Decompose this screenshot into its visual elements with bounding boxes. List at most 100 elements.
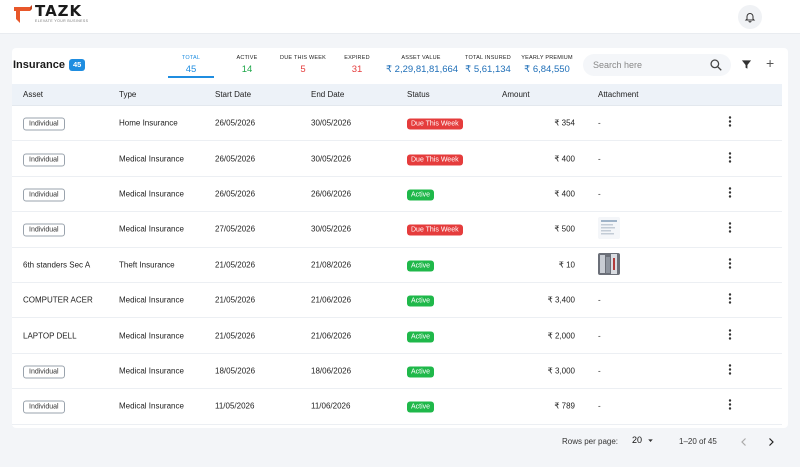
- status-badge: Active: [407, 366, 435, 378]
- column-header-attachment[interactable]: Attachment: [598, 90, 639, 99]
- asset-name: COMPUTER ACER: [23, 295, 93, 305]
- stat-value: ₹ 5,61,134: [465, 64, 511, 75]
- type-cell: Medical Insurance: [119, 189, 184, 199]
- kebab-menu-icon[interactable]: [727, 257, 733, 269]
- count-badge: 45: [68, 59, 86, 71]
- kebab-menu-icon[interactable]: [727, 399, 733, 411]
- bell-icon: [744, 13, 756, 23]
- column-header-start-date[interactable]: Start Date: [215, 90, 252, 99]
- kebab-menu-icon[interactable]: [727, 151, 733, 163]
- type-cell: Medical Insurance: [119, 224, 184, 234]
- attachment-cell[interactable]: -: [598, 296, 601, 305]
- asset-tag: Individual: [23, 223, 65, 237]
- kebab-menu-icon[interactable]: [727, 257, 733, 272]
- start-date-cell: 11/05/2026: [215, 401, 255, 411]
- kebab-menu-icon[interactable]: [727, 293, 733, 305]
- type-cell: Home Insurance: [119, 118, 178, 128]
- asset-cell: Individual: [23, 153, 65, 167]
- kebab-menu-icon[interactable]: [727, 399, 733, 414]
- status-badge: Active: [407, 189, 435, 201]
- table-row[interactable]: 6th standers Sec A Theft Insurance 21/05/2…: [12, 248, 782, 283]
- end-date-cell: 18/06/2026: [311, 366, 352, 376]
- pagination-range: 1–20 of 45: [679, 437, 717, 446]
- table-row[interactable]: LAPTOP DELL Medical Insurance 21/05/2026 21…: [12, 318, 782, 354]
- photo-thumbnail-icon[interactable]: [598, 252, 620, 275]
- stat-asset-value[interactable]: Asset value ₹ 2,29,81,81,664: [386, 55, 458, 75]
- stat-expired[interactable]: Expired 31: [334, 55, 380, 75]
- attachment-empty: -: [598, 118, 601, 128]
- type-cell: Medical Insurance: [119, 331, 184, 341]
- attachment-cell[interactable]: -: [598, 366, 601, 375]
- brand-logo[interactable]: TAZK Elevate your business: [14, 3, 88, 23]
- start-date-cell: 21/05/2026: [215, 295, 256, 305]
- table-row[interactable]: Individual Medical Insurance 11/05/2026 11/…: [12, 389, 782, 425]
- kebab-menu-icon[interactable]: [727, 363, 733, 375]
- kebab-menu-icon[interactable]: [727, 186, 733, 198]
- stat-value: 14: [241, 64, 253, 75]
- kebab-menu-icon[interactable]: [727, 363, 733, 378]
- start-date-cell: 26/05/2026: [215, 118, 256, 128]
- kebab-menu-icon[interactable]: [727, 222, 733, 237]
- table-row[interactable]: Individual Medical Insurance 27/05/2026 30/…: [12, 212, 782, 248]
- attachment-cell[interactable]: [598, 217, 620, 241]
- stat-total[interactable]: Total 45: [168, 55, 214, 78]
- kebab-menu-icon[interactable]: [727, 328, 733, 340]
- kebab-menu-icon[interactable]: [727, 151, 733, 166]
- search-icon[interactable]: [709, 58, 723, 72]
- stat-due-this-week[interactable]: Due this week 5: [276, 55, 330, 75]
- column-header-type[interactable]: Type: [119, 90, 137, 99]
- search-box[interactable]: [583, 54, 731, 76]
- stat-value: 5: [300, 64, 306, 75]
- search-input[interactable]: [593, 60, 703, 70]
- kebab-menu-icon[interactable]: [727, 328, 733, 343]
- status-cell: Active: [407, 260, 435, 272]
- asset-tag: Individual: [23, 400, 65, 414]
- stat-label: Expired: [344, 55, 370, 61]
- kebab-menu-icon[interactable]: [727, 186, 733, 201]
- kebab-menu-icon[interactable]: [727, 116, 733, 131]
- attachment-cell[interactable]: -: [598, 189, 601, 198]
- column-header-status[interactable]: Status: [407, 90, 430, 99]
- attachment-empty: -: [598, 189, 601, 199]
- column-header-asset[interactable]: Asset: [23, 90, 44, 99]
- amount-cell: ₹ 500: [554, 224, 575, 234]
- table-row[interactable]: COMPUTER ACER Medical Insurance 21/05/2026…: [12, 283, 782, 319]
- top-bar: TAZK Elevate your business: [0, 0, 800, 34]
- pagination-bar: Rows per page: 20 1–20 of 45: [0, 430, 800, 455]
- attachment-cell[interactable]: -: [598, 331, 601, 340]
- stat-value: 31: [351, 64, 363, 75]
- table-row[interactable]: Individual Home Insurance 26/05/2026 30/05/…: [12, 106, 782, 142]
- stat-total-insured[interactable]: Total insured ₹ 5,61,134: [460, 55, 516, 75]
- chevron-right-icon[interactable]: [765, 436, 777, 448]
- rows-per-page-select[interactable]: 20: [632, 435, 655, 445]
- document-thumbnail-icon[interactable]: [598, 217, 620, 240]
- table-row[interactable]: Individual Medical Insurance 26/05/2026 26/…: [12, 177, 782, 213]
- stat-active[interactable]: Active 14: [224, 55, 270, 75]
- column-header-end-date[interactable]: End Date: [311, 90, 345, 99]
- amount-cell: ₹ 400: [554, 189, 575, 199]
- kebab-menu-icon[interactable]: [727, 293, 733, 308]
- attachment-cell[interactable]: -: [598, 154, 601, 163]
- status-badge: Due This Week: [407, 224, 463, 236]
- amount-cell: ₹ 10: [558, 260, 575, 270]
- kebab-menu-icon[interactable]: [727, 116, 733, 128]
- plus-icon[interactable]: +: [766, 55, 775, 71]
- column-header-amount[interactable]: Amount: [502, 90, 530, 99]
- asset-cell: Individual: [23, 365, 65, 379]
- attachment-cell[interactable]: -: [598, 119, 601, 128]
- table-row[interactable]: Individual Medical Insurance 26/05/2026 30/…: [12, 141, 782, 177]
- type-cell: Medical Insurance: [119, 154, 184, 164]
- table-row[interactable]: Individual Medical Insurance 18/05/2026 18/…: [12, 354, 782, 390]
- asset-tag: Individual: [23, 188, 65, 202]
- attachment-cell[interactable]: [598, 252, 620, 277]
- status-badge: Active: [407, 295, 435, 307]
- stat-label: Due this week: [280, 55, 326, 61]
- amount-cell: ₹ 2,000: [547, 331, 575, 341]
- stat-yearly-premium[interactable]: Yearly premium ₹ 6,84,550: [518, 55, 576, 75]
- kebab-menu-icon[interactable]: [727, 222, 733, 234]
- chevron-left-icon[interactable]: [738, 436, 750, 448]
- notifications-button[interactable]: [738, 5, 762, 29]
- attachment-cell[interactable]: -: [598, 402, 601, 411]
- amount-cell: ₹ 789: [554, 401, 575, 411]
- filter-icon[interactable]: [741, 59, 752, 70]
